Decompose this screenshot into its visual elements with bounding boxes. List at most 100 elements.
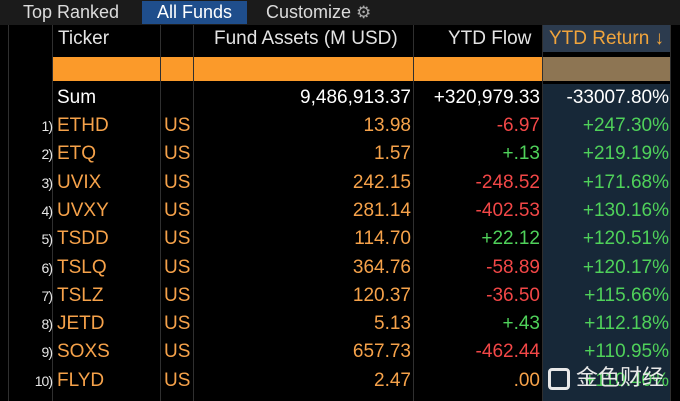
row-country: US	[164, 313, 191, 335]
row-fund-assets: 13.98	[363, 115, 411, 136]
row-ytd-flow: -462.44	[475, 341, 540, 363]
row-fund-assets: 242.15	[352, 171, 411, 193]
row-ytd-return: +219.19%	[582, 143, 669, 165]
header-ytd-return[interactable]: YTD Return ↓	[543, 25, 670, 52]
row-index: 4)	[41, 202, 53, 219]
row-fund-assets: 1.57	[374, 143, 411, 165]
row-ytd-return: +171.68%	[582, 171, 669, 193]
row-index: 7)	[41, 287, 53, 304]
row-ytd-flow: -402.53	[475, 199, 540, 221]
row-country: US	[164, 199, 191, 221]
table-header: Ticker Fund Assets (M USD) YTD Flow YTD …	[0, 25, 680, 52]
row-fund-assets: 5.13	[374, 313, 411, 335]
tab-all-funds[interactable]: All Funds	[142, 1, 247, 24]
table-row[interactable]: 3) UVIX US 242.15 -248.52 +171.68%	[0, 169, 680, 197]
row-ytd-return: +115.66%	[584, 284, 669, 306]
row-country: US	[164, 369, 191, 391]
row-country: US	[164, 171, 191, 193]
row-ytd-flow: .00	[513, 369, 540, 391]
row-ytd-return: +110.95%	[584, 341, 669, 363]
column-divider	[413, 25, 414, 401]
watermark-logo-icon	[548, 368, 570, 391]
row-fund-assets: 364.76	[352, 256, 411, 278]
watermark-text: 金色财经	[576, 365, 665, 390]
column-divider	[670, 25, 671, 401]
table-row[interactable]: 6) TSLQ US 364.76 -58.89 +120.17%	[0, 254, 680, 282]
header-fund-assets[interactable]: Fund Assets (M USD)	[214, 28, 398, 49]
row-ticker: TSLQ	[57, 256, 107, 278]
row-index: 3)	[41, 174, 53, 191]
row-ytd-return: +112.18%	[584, 313, 669, 335]
row-fund-assets: 114.70	[354, 228, 411, 250]
row-ytd-return: +110.40%	[584, 369, 669, 391]
row-fund-assets: 2.47	[374, 369, 411, 391]
row-index: 9)	[41, 344, 53, 361]
row-index: 10)	[34, 372, 53, 389]
gear-icon: ⚙	[356, 3, 372, 22]
row-ytd-flow: +.13	[502, 143, 540, 165]
row-ticker: JETD	[57, 313, 105, 335]
row-ticker: UVXY	[57, 199, 109, 221]
tab-customize-label: Customize	[266, 2, 352, 22]
row-ytd-flow: -6.97	[496, 115, 540, 136]
row-ticker: UVIX	[57, 171, 102, 193]
tab-top-ranked[interactable]: Top Ranked	[23, 2, 120, 22]
row-ticker: TSLZ	[57, 284, 104, 306]
row-ytd-return: +120.51%	[582, 228, 669, 250]
sum-label: Sum	[57, 87, 97, 108]
table-row[interactable]: 7) TSLZ US 120.37 -36.50 +115.66%	[0, 282, 680, 310]
table-row[interactable]: 9) SOXS US 657.73 -462.44 +110.95%	[0, 338, 680, 366]
row-index: 6)	[41, 259, 53, 276]
filter-bar-country[interactable]	[161, 57, 193, 81]
table-row[interactable]: 8) JETD US 5.13 +.43 +112.18%	[0, 310, 680, 338]
row-ticker: SOXS	[57, 341, 110, 363]
row-ytd-flow: -36.50	[486, 284, 540, 306]
column-divider	[542, 25, 543, 401]
row-country: US	[164, 256, 191, 278]
filter-bar-ytd-flow[interactable]	[414, 57, 542, 81]
table-row[interactable]: 5) TSDD US 114.70 +22.12 +120.51%	[0, 225, 680, 253]
column-divider	[193, 25, 194, 401]
table-row[interactable]: 10) FLYD US 2.47 .00 +110.40%	[0, 367, 680, 395]
row-index: 2)	[41, 146, 53, 163]
row-ticker: ETHD	[57, 115, 109, 136]
filter-bar-fund-assets[interactable]	[194, 57, 413, 81]
row-index: 8)	[41, 316, 53, 333]
row-ytd-flow: +.43	[502, 313, 540, 335]
row-fund-assets: 657.73	[352, 341, 411, 363]
column-divider	[160, 25, 161, 401]
table-row[interactable]: 2) ETQ US 1.57 +.13 +219.19%	[0, 140, 680, 168]
ytd-return-column-bg	[542, 84, 670, 401]
sum-ytd-return: -33007.80%	[566, 87, 669, 108]
row-ytd-flow: +22.12	[481, 228, 540, 250]
sum-ytd-flow: +320,979.33	[433, 87, 540, 108]
row-country: US	[164, 341, 191, 363]
header-ticker[interactable]: Ticker	[58, 28, 110, 49]
filter-bar-ytd-return[interactable]	[543, 57, 670, 81]
row-ytd-return: +130.16%	[582, 199, 669, 221]
tab-customize[interactable]: Customize ⚙	[266, 1, 371, 24]
filter-bar-ticker[interactable]	[53, 57, 160, 81]
header-ytd-flow[interactable]: YTD Flow	[448, 28, 532, 49]
row-ytd-return: +247.30%	[582, 115, 669, 136]
row-fund-assets: 281.14	[352, 199, 411, 221]
row-index: 5)	[41, 231, 53, 248]
row-country: US	[164, 284, 191, 306]
column-divider	[52, 25, 53, 401]
row-ytd-flow: -58.89	[486, 256, 540, 278]
table-row[interactable]: 4) UVXY US 281.14 -402.53 +130.16%	[0, 197, 680, 225]
tab-bar: Top Ranked All Funds Customize ⚙	[0, 0, 680, 25]
row-fund-assets: 120.37	[352, 284, 411, 306]
row-country: US	[164, 143, 191, 165]
sum-fund-assets: 9,486,913.37	[300, 87, 411, 108]
row-country: US	[164, 115, 191, 136]
row-ytd-flow: -248.52	[475, 171, 540, 193]
row-country: US	[164, 228, 191, 250]
row-ticker: TSDD	[57, 228, 109, 250]
row-ticker: FLYD	[57, 369, 105, 391]
column-divider	[8, 25, 9, 401]
watermark: 金色财经	[548, 361, 664, 395]
row-ticker: ETQ	[57, 143, 97, 165]
table-row[interactable]: 1) ETHD US 13.98 -6.97 +247.30%	[0, 112, 680, 140]
row-index: 1)	[41, 118, 53, 134]
